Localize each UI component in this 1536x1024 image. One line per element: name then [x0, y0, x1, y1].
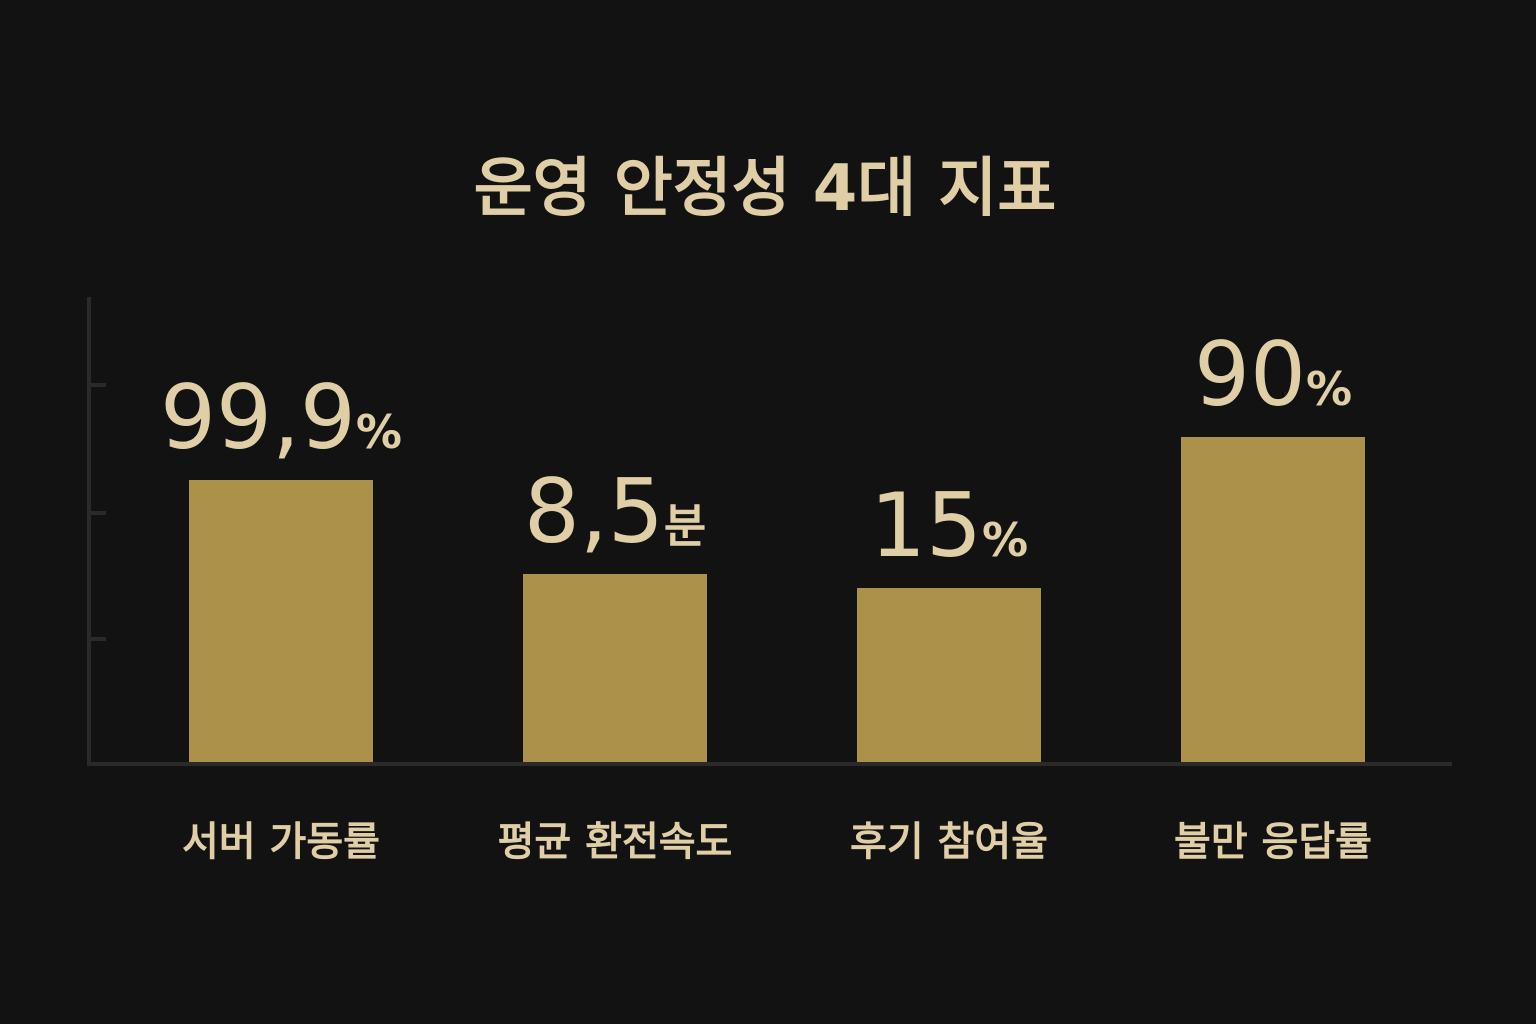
bar: [523, 574, 707, 762]
x-tick-label: 불만 응답률: [1174, 819, 1372, 865]
x-tick-label: 평균 환전속도: [498, 819, 733, 865]
x-tick-label: 서버 가동률: [182, 819, 380, 865]
data-label-unit: %: [356, 405, 402, 459]
y-axis: [87, 297, 106, 764]
data-label-unit: 분: [664, 499, 706, 553]
data-label-number: 90: [1194, 323, 1306, 426]
bar: [189, 480, 373, 762]
bar: [857, 588, 1041, 762]
data-label: 90%: [1194, 323, 1352, 426]
data-label-number: 8,5: [524, 460, 664, 563]
x-tick-label: 후기 참여율: [850, 819, 1048, 865]
data-label-unit: %: [1306, 362, 1352, 416]
data-label: 8,5분: [524, 460, 706, 563]
data-label: 99,9%: [160, 366, 402, 469]
data-label-unit: %: [982, 513, 1028, 567]
data-label-number: 99,9: [160, 366, 356, 469]
data-label-number: 15: [870, 474, 982, 577]
chart-title: 운영 안정성 4대 지표: [474, 152, 1056, 226]
data-label: 15%: [870, 474, 1028, 577]
bar: [1181, 437, 1365, 762]
